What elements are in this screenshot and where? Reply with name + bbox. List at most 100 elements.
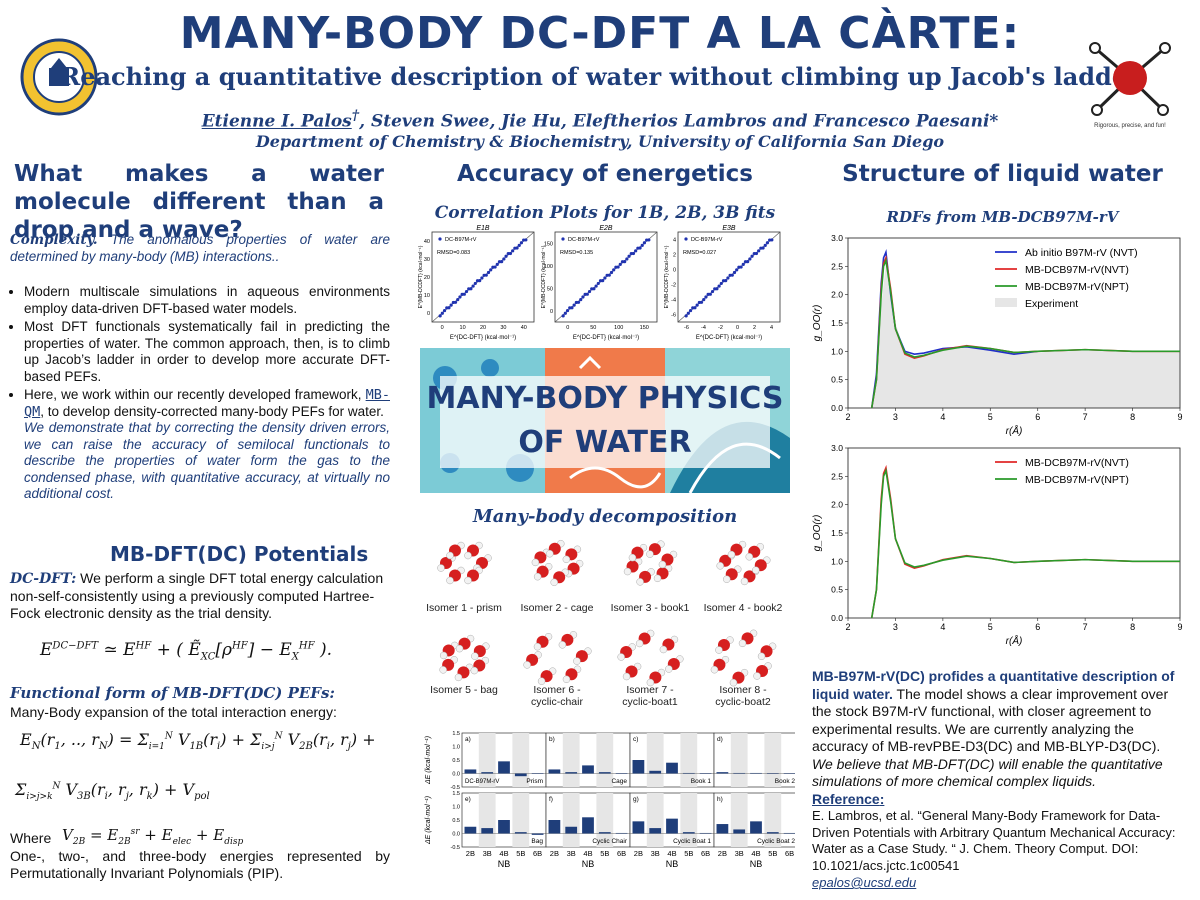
bar-xtick: 6B bbox=[617, 849, 626, 858]
bar-panel-name: Book 2 bbox=[775, 778, 795, 785]
corr-point bbox=[495, 262, 499, 266]
mb-qm-link[interactable]: MB-QM bbox=[24, 387, 390, 420]
bar-ytick: 1.0 bbox=[452, 745, 460, 751]
corr-point bbox=[453, 300, 458, 304]
rdf-legend-label: Experiment bbox=[1025, 298, 1078, 310]
corr-point bbox=[634, 249, 638, 253]
corr-point bbox=[515, 246, 519, 250]
hydrogen-atom bbox=[646, 550, 654, 558]
corr-point bbox=[462, 292, 466, 296]
isomer-label-line: Isomer 6 - bbox=[533, 684, 581, 696]
rdf-xlabel: r(Å) bbox=[1006, 424, 1023, 436]
hydrogen-atom bbox=[537, 677, 546, 685]
isomer-label: Isomer 7 -cyclic-boat1 bbox=[622, 684, 678, 708]
bar-xlabel: NB bbox=[498, 859, 511, 869]
bar-value bbox=[498, 820, 510, 834]
corr-point bbox=[581, 295, 585, 299]
hydrogen-atom bbox=[745, 553, 754, 561]
bar-panel-tag: g) bbox=[633, 796, 639, 803]
isomer-label-line: cyclic-boat2 bbox=[715, 696, 771, 708]
corr-ylabel: E^{MB-DCDFT} (kcal·mol⁻¹) bbox=[664, 245, 670, 308]
corr-xtick: -2 bbox=[718, 325, 723, 331]
logo-left bbox=[20, 38, 98, 116]
corr-point bbox=[686, 311, 690, 315]
hydrogen-atom bbox=[546, 549, 554, 558]
corr-point bbox=[761, 246, 765, 250]
rdf-series-line bbox=[870, 257, 1180, 409]
mb-heading: MB-DFT(DC) Potentials bbox=[110, 542, 369, 566]
corr-point bbox=[730, 273, 734, 277]
corr-point bbox=[469, 287, 473, 291]
corr-point bbox=[596, 281, 600, 286]
bar-xlabel: NB bbox=[582, 859, 595, 869]
hydrogen-atom bbox=[738, 639, 747, 648]
corr-xlabel: E^{DC-DFT} (kcal·mol⁻¹) bbox=[573, 335, 639, 341]
corr-point bbox=[440, 311, 444, 315]
bar-xtick: 4B bbox=[751, 849, 760, 858]
hydrogen-atom bbox=[727, 550, 736, 559]
bullet-3-post: , to develop density-corrected many-body… bbox=[40, 403, 384, 419]
corr-point bbox=[640, 243, 644, 247]
bar-band bbox=[562, 733, 580, 787]
corr-point bbox=[594, 284, 598, 288]
corr-point bbox=[638, 246, 642, 250]
corr-point bbox=[719, 281, 723, 286]
isomer-label: Isomer 8 -cyclic-boat2 bbox=[715, 684, 771, 708]
corr-point bbox=[710, 289, 715, 294]
corr-point bbox=[601, 279, 605, 283]
bar-ytick: 0.5 bbox=[452, 758, 460, 764]
complexity-label: Complexity. bbox=[10, 232, 98, 248]
bar-value bbox=[682, 832, 695, 834]
corr-panel-title: E2B bbox=[599, 225, 613, 232]
corr-point bbox=[570, 306, 574, 310]
corr-point bbox=[754, 251, 759, 256]
functional-heading: Functional form of MB-DFT(DC) PEFs: bbox=[10, 684, 335, 702]
rdf-xtick: 5 bbox=[988, 412, 993, 422]
banner-image: MANY-BODY PHYSICS OF WATER bbox=[420, 348, 790, 493]
summary-italic: We believe that MB-DFT(DC) will enable t… bbox=[812, 755, 1163, 790]
logo-right: Rigorous, precise, and fun! bbox=[1085, 38, 1175, 133]
closing-text: One-, two-, and three-body energies repr… bbox=[10, 848, 390, 881]
bar-xtick: 6B bbox=[701, 849, 710, 858]
hydrogen-atom bbox=[446, 576, 454, 585]
correlation-heading: Correlation Plots for 1B, 2B, 3B fits bbox=[434, 203, 776, 223]
corr-ytick: 150 bbox=[544, 241, 553, 247]
rdf-heading: RDFs from MB-DCB97M-rV bbox=[886, 208, 1119, 226]
corr-point bbox=[739, 265, 743, 269]
isomer-cluster bbox=[623, 540, 678, 586]
corr-xtick: 10 bbox=[460, 325, 466, 331]
hydrogen-atom bbox=[635, 639, 644, 648]
corr-ytick: 40 bbox=[424, 239, 430, 245]
hydrogen-atom bbox=[523, 661, 531, 669]
rdf-xtick: 3 bbox=[893, 412, 898, 422]
bar-value bbox=[548, 769, 561, 774]
corr-legend: DC-B97M-rV bbox=[568, 237, 600, 243]
experiment-area bbox=[871, 263, 1180, 408]
dcdft-equation: EDC−DFT ≃ EHF + ( ẼXC[ρHF] − EXHF ). bbox=[40, 640, 333, 663]
bar-value bbox=[531, 773, 544, 774]
bar-panel-name: Bag bbox=[531, 838, 543, 845]
poster-subtitle: Reaching a quantitative description of w… bbox=[60, 62, 1140, 91]
bar-panel-tag: a) bbox=[465, 736, 471, 743]
complexity-text: The anomalous properties of water are de… bbox=[10, 232, 390, 264]
bar-value bbox=[649, 828, 662, 834]
reference-label: Reference: bbox=[812, 790, 885, 807]
bar-panel-tag: c) bbox=[633, 736, 638, 743]
corr-point bbox=[480, 276, 484, 280]
corr-point bbox=[579, 298, 583, 302]
bar-value bbox=[481, 828, 494, 834]
isomer-label-line: Isomer 7 - bbox=[626, 684, 674, 696]
left-heading: What makes a water molecule different th… bbox=[14, 161, 384, 243]
bullet-2: Most DFT functionals systematically fail… bbox=[24, 319, 390, 385]
email-link[interactable]: epalos@ucsd.edu bbox=[812, 875, 917, 890]
hydrogen-atom bbox=[715, 646, 723, 654]
isomer-cluster bbox=[710, 629, 777, 687]
rdf-ytick: 2.0 bbox=[831, 290, 843, 300]
corr-point bbox=[502, 257, 506, 261]
corr-legend-marker bbox=[438, 237, 442, 241]
rdf-xtick: 9 bbox=[1177, 412, 1182, 422]
hydrogen-atom bbox=[464, 576, 472, 585]
bar-band bbox=[646, 733, 664, 787]
rdf-ytick: 1.5 bbox=[831, 528, 843, 538]
reference-label-text: Reference bbox=[812, 790, 880, 807]
